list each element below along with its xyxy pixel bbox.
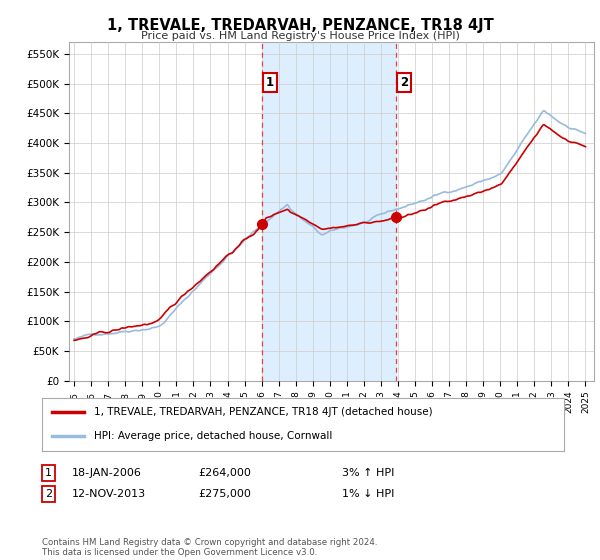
Text: 1: 1 [45,468,52,478]
Text: 3% ↑ HPI: 3% ↑ HPI [342,468,394,478]
Text: 2: 2 [45,489,52,499]
Text: Price paid vs. HM Land Registry's House Price Index (HPI): Price paid vs. HM Land Registry's House … [140,31,460,41]
Text: 1, TREVALE, TREDARVAH, PENZANCE, TR18 4JT (detached house): 1, TREVALE, TREDARVAH, PENZANCE, TR18 4J… [94,408,433,418]
Bar [262,42,396,381]
Text: £264,000: £264,000 [198,468,251,478]
Text: 1, TREVALE, TREDARVAH, PENZANCE, TR18 4JT: 1, TREVALE, TREDARVAH, PENZANCE, TR18 4J… [107,18,493,33]
Text: Contains HM Land Registry data © Crown copyright and database right 2024.
This d: Contains HM Land Registry data © Crown c… [42,538,377,557]
Text: HPI: Average price, detached house, Cornwall: HPI: Average price, detached house, Corn… [94,431,332,441]
Text: 18-JAN-2006: 18-JAN-2006 [72,468,142,478]
Text: 12-NOV-2013: 12-NOV-2013 [72,489,146,499]
Text: 1% ↓ HPI: 1% ↓ HPI [342,489,394,499]
Text: 1: 1 [266,76,274,89]
Text: £275,000: £275,000 [198,489,251,499]
Text: 2: 2 [400,76,408,89]
